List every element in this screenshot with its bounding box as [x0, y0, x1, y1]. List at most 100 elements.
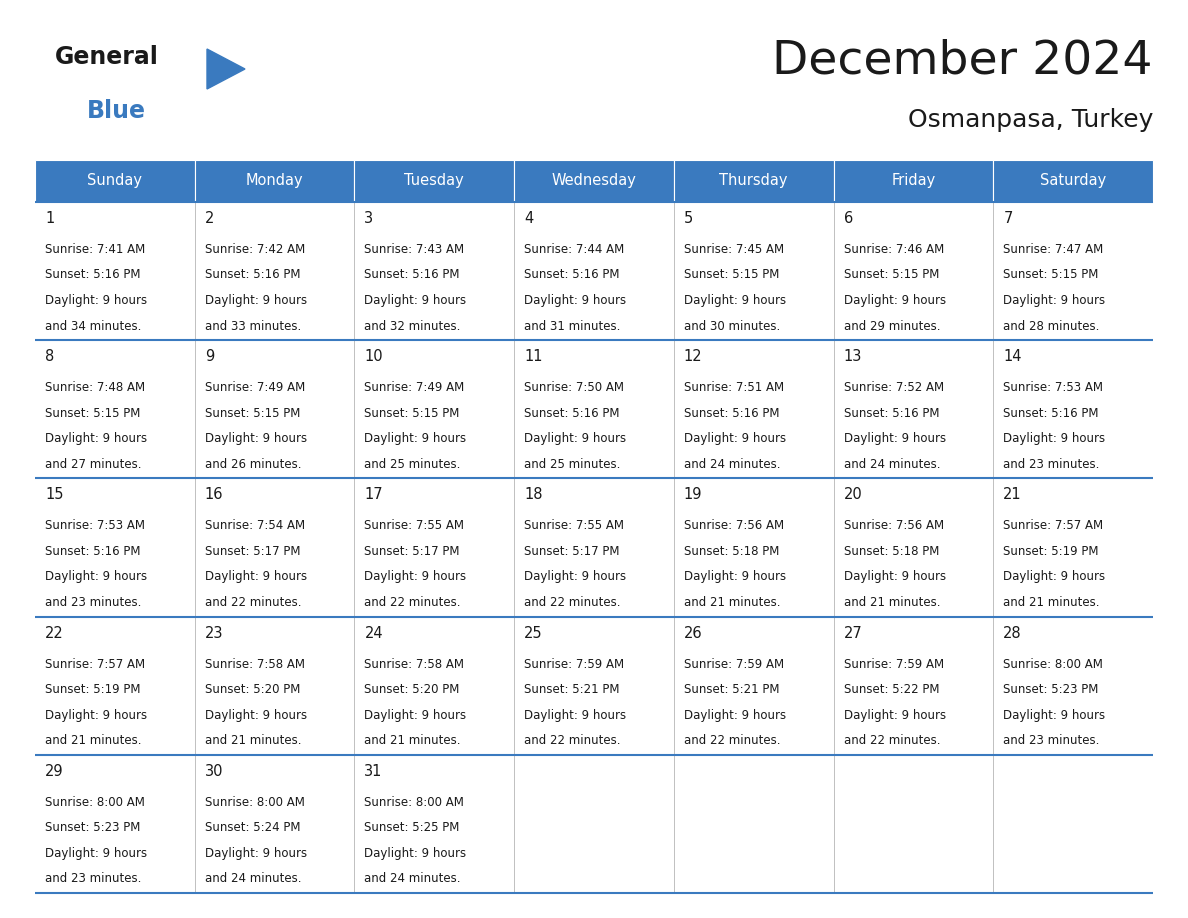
Text: Sunset: 5:22 PM: Sunset: 5:22 PM [843, 683, 939, 696]
Text: Sunrise: 8:00 AM: Sunrise: 8:00 AM [1004, 657, 1104, 671]
Text: Daylight: 9 hours: Daylight: 9 hours [843, 432, 946, 445]
Text: Monday: Monday [246, 174, 303, 188]
Text: 24: 24 [365, 625, 383, 641]
Bar [674, 617, 834, 755]
Text: 19: 19 [684, 487, 702, 502]
Text: Sunset: 5:23 PM: Sunset: 5:23 PM [1004, 683, 1099, 696]
Text: Sunset: 5:16 PM: Sunset: 5:16 PM [524, 407, 620, 420]
Bar [514, 160, 674, 202]
Bar [34, 478, 195, 617]
Text: Sunset: 5:16 PM: Sunset: 5:16 PM [365, 268, 460, 282]
Text: Sunset: 5:15 PM: Sunset: 5:15 PM [204, 407, 301, 420]
Bar [674, 202, 834, 341]
Bar [674, 341, 834, 478]
Text: and 27 minutes.: and 27 minutes. [45, 458, 141, 471]
Bar [354, 478, 514, 617]
Text: Daylight: 9 hours: Daylight: 9 hours [45, 709, 147, 722]
Text: Daylight: 9 hours: Daylight: 9 hours [204, 294, 307, 307]
Bar [195, 202, 354, 341]
Text: and 21 minutes.: and 21 minutes. [204, 734, 302, 747]
Text: Daylight: 9 hours: Daylight: 9 hours [45, 432, 147, 445]
Text: 9: 9 [204, 349, 214, 364]
Text: and 23 minutes.: and 23 minutes. [45, 872, 141, 885]
Text: 23: 23 [204, 625, 223, 641]
Text: Sunrise: 8:00 AM: Sunrise: 8:00 AM [204, 796, 304, 809]
Bar [993, 478, 1154, 617]
Text: Sunset: 5:17 PM: Sunset: 5:17 PM [524, 545, 620, 558]
Text: and 24 minutes.: and 24 minutes. [204, 872, 302, 885]
Text: Sunrise: 7:58 AM: Sunrise: 7:58 AM [365, 657, 465, 671]
Text: and 33 minutes.: and 33 minutes. [204, 319, 301, 332]
Bar [195, 755, 354, 893]
Text: Sunrise: 8:00 AM: Sunrise: 8:00 AM [365, 796, 465, 809]
Text: Daylight: 9 hours: Daylight: 9 hours [684, 570, 786, 584]
Text: Sunset: 5:16 PM: Sunset: 5:16 PM [843, 407, 939, 420]
Text: Daylight: 9 hours: Daylight: 9 hours [1004, 709, 1105, 722]
Text: and 23 minutes.: and 23 minutes. [45, 596, 141, 609]
Text: and 23 minutes.: and 23 minutes. [1004, 734, 1100, 747]
Text: Sunrise: 8:00 AM: Sunrise: 8:00 AM [45, 796, 145, 809]
Text: Daylight: 9 hours: Daylight: 9 hours [524, 709, 626, 722]
Bar [354, 160, 514, 202]
Text: and 25 minutes.: and 25 minutes. [524, 458, 620, 471]
Text: Blue: Blue [87, 99, 146, 123]
Text: Daylight: 9 hours: Daylight: 9 hours [843, 570, 946, 584]
Text: Sunrise: 7:59 AM: Sunrise: 7:59 AM [843, 657, 943, 671]
Bar [834, 202, 993, 341]
Text: Sunset: 5:23 PM: Sunset: 5:23 PM [45, 822, 140, 834]
Text: Sunset: 5:15 PM: Sunset: 5:15 PM [684, 268, 779, 282]
Text: Sunrise: 7:47 AM: Sunrise: 7:47 AM [1004, 243, 1104, 256]
Text: 31: 31 [365, 764, 383, 778]
Bar [993, 160, 1154, 202]
Text: Sunset: 5:21 PM: Sunset: 5:21 PM [684, 683, 779, 696]
Text: Daylight: 9 hours: Daylight: 9 hours [365, 709, 467, 722]
Bar [354, 617, 514, 755]
Text: December 2024: December 2024 [772, 38, 1154, 83]
Text: Sunset: 5:15 PM: Sunset: 5:15 PM [45, 407, 140, 420]
Text: 25: 25 [524, 625, 543, 641]
Bar [195, 341, 354, 478]
Text: Sunset: 5:24 PM: Sunset: 5:24 PM [204, 822, 301, 834]
Text: 17: 17 [365, 487, 383, 502]
Bar [34, 755, 195, 893]
Text: Daylight: 9 hours: Daylight: 9 hours [1004, 432, 1105, 445]
Text: Osmanpasa, Turkey: Osmanpasa, Turkey [908, 108, 1154, 132]
Text: Daylight: 9 hours: Daylight: 9 hours [204, 709, 307, 722]
Bar [993, 755, 1154, 893]
Text: 5: 5 [684, 211, 693, 226]
Text: Sunset: 5:19 PM: Sunset: 5:19 PM [1004, 545, 1099, 558]
Text: 8: 8 [45, 349, 55, 364]
Text: Daylight: 9 hours: Daylight: 9 hours [365, 570, 467, 584]
Text: Sunset: 5:16 PM: Sunset: 5:16 PM [1004, 407, 1099, 420]
Text: and 34 minutes.: and 34 minutes. [45, 319, 141, 332]
Text: Sunset: 5:16 PM: Sunset: 5:16 PM [45, 268, 140, 282]
Bar [993, 341, 1154, 478]
Text: 18: 18 [524, 487, 543, 502]
Bar [195, 478, 354, 617]
Text: Sunrise: 7:53 AM: Sunrise: 7:53 AM [1004, 381, 1104, 394]
Text: Daylight: 9 hours: Daylight: 9 hours [524, 570, 626, 584]
Text: Sunset: 5:15 PM: Sunset: 5:15 PM [365, 407, 460, 420]
Text: Sunset: 5:16 PM: Sunset: 5:16 PM [524, 268, 620, 282]
Text: Daylight: 9 hours: Daylight: 9 hours [843, 294, 946, 307]
Text: 20: 20 [843, 487, 862, 502]
Text: 12: 12 [684, 349, 702, 364]
Text: 13: 13 [843, 349, 862, 364]
Text: Sunrise: 7:45 AM: Sunrise: 7:45 AM [684, 243, 784, 256]
Text: Daylight: 9 hours: Daylight: 9 hours [1004, 294, 1105, 307]
Text: Sunset: 5:20 PM: Sunset: 5:20 PM [365, 683, 460, 696]
Text: Daylight: 9 hours: Daylight: 9 hours [843, 709, 946, 722]
Text: Tuesday: Tuesday [404, 174, 465, 188]
Text: Daylight: 9 hours: Daylight: 9 hours [684, 294, 786, 307]
Text: Daylight: 9 hours: Daylight: 9 hours [1004, 570, 1105, 584]
Bar [514, 617, 674, 755]
Text: and 29 minutes.: and 29 minutes. [843, 319, 940, 332]
Text: and 31 minutes.: and 31 minutes. [524, 319, 620, 332]
Text: Sunset: 5:16 PM: Sunset: 5:16 PM [684, 407, 779, 420]
Text: and 21 minutes.: and 21 minutes. [843, 596, 940, 609]
Text: and 21 minutes.: and 21 minutes. [365, 734, 461, 747]
Text: Daylight: 9 hours: Daylight: 9 hours [524, 294, 626, 307]
Text: Saturday: Saturday [1040, 174, 1106, 188]
Text: Sunrise: 7:42 AM: Sunrise: 7:42 AM [204, 243, 305, 256]
Bar [514, 478, 674, 617]
